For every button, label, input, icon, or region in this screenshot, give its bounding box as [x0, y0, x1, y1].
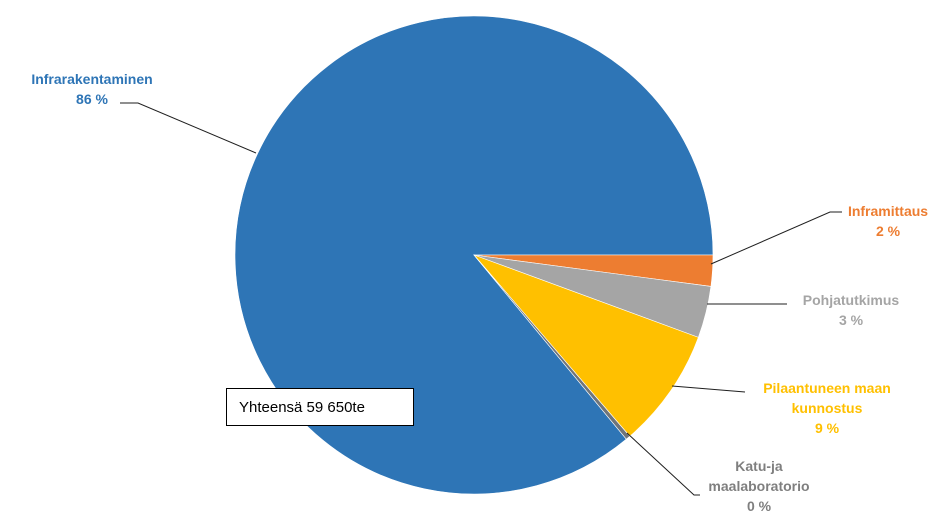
- slice-category-label: Pohjatutkimus: [803, 292, 900, 308]
- leader-line: [671, 385, 746, 393]
- total-annotation-text: Yhteensä 59 650te: [239, 398, 365, 416]
- slice-percent-label: 3 %: [839, 312, 864, 328]
- leader-line: [710, 211, 842, 265]
- leader-line: [626, 432, 700, 496]
- slice-percent-label: 9 %: [815, 420, 840, 436]
- slice-percent-label: 0 %: [747, 498, 772, 514]
- slice-category-label: kunnostus: [792, 400, 863, 416]
- slice-category-label: Pilaantuneen maan: [763, 380, 891, 396]
- slice-category-label: maalaboratorio: [708, 478, 809, 494]
- total-annotation-box: Yhteensä 59 650te: [226, 388, 414, 426]
- slice-category-label: Inframittaus: [848, 203, 928, 219]
- slice-category-label: Katu-ja: [735, 458, 783, 474]
- slice-category-label: Infrarakentaminen: [31, 71, 152, 87]
- leader-line: [120, 102, 257, 154]
- slice-percent-label: 2 %: [876, 223, 901, 239]
- slice-percent-label: 86 %: [76, 91, 108, 107]
- pie-slice: [473, 254, 699, 437]
